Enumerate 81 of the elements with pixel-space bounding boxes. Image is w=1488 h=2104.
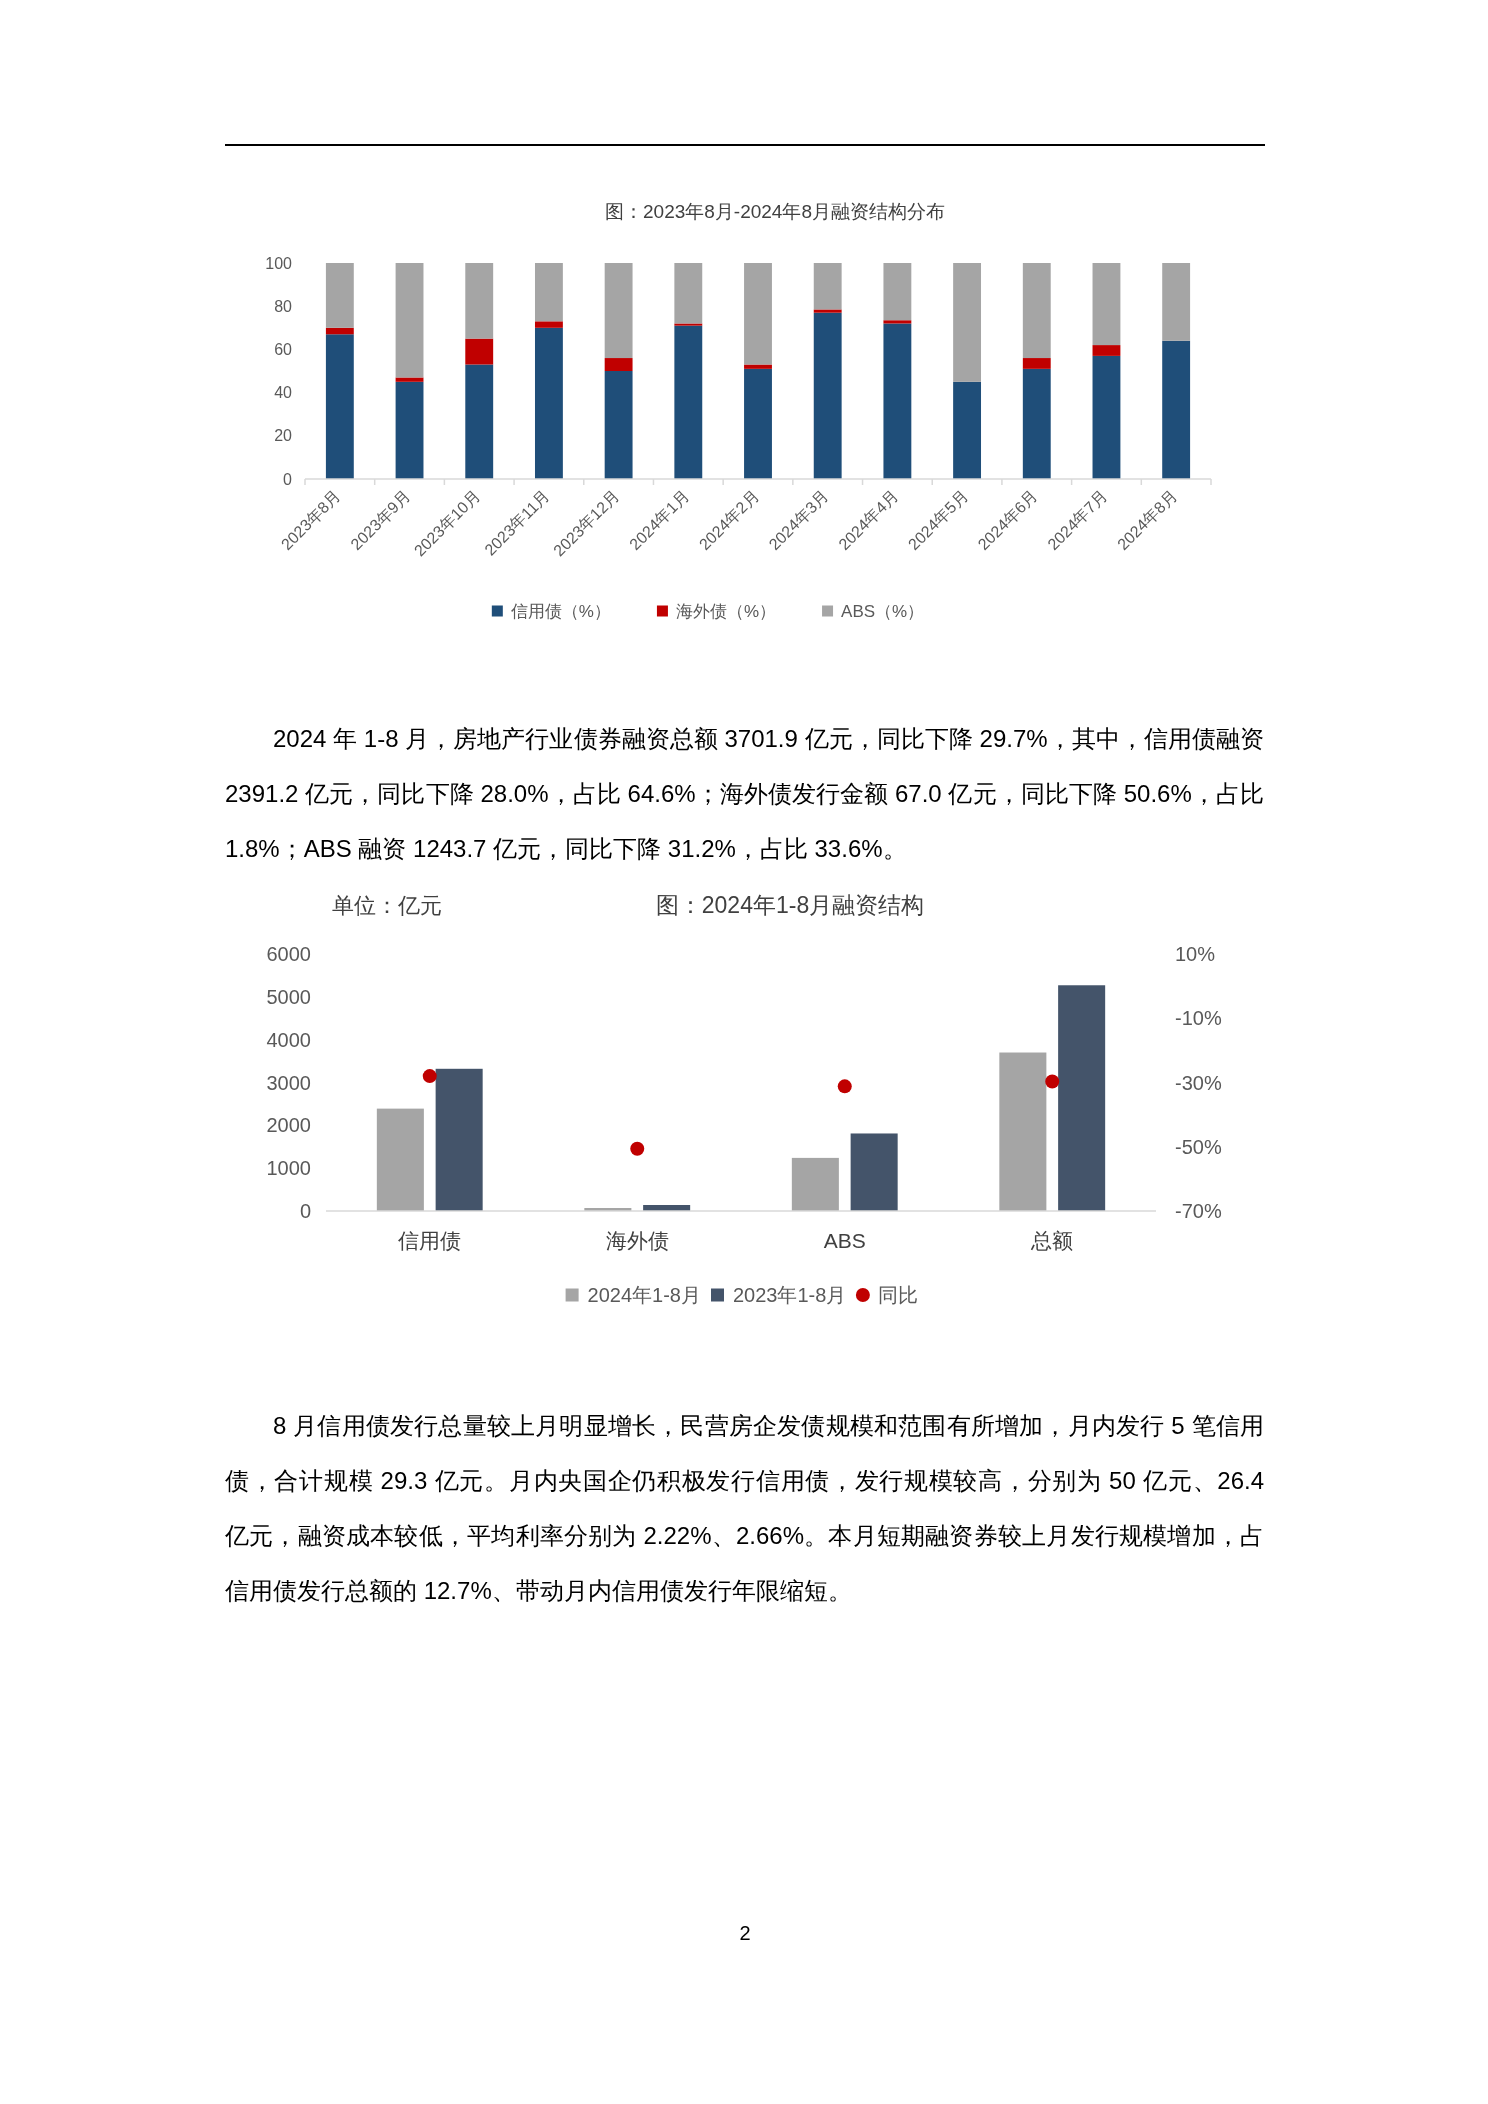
bar: [465, 364, 494, 479]
y2-tick-label: -30%: [1175, 1071, 1222, 1094]
x-tick-label: ABS: [823, 1228, 866, 1252]
bar: [813, 312, 842, 479]
y-tick-label: 1000: [266, 1157, 311, 1180]
y-tick-label: 20: [274, 427, 293, 445]
legend-label: 海外债（%）: [675, 601, 777, 621]
y-axis-title: 单位：亿元: [332, 892, 442, 918]
y2-tick-label: -50%: [1175, 1135, 1222, 1158]
legend-label: 同比: [878, 1284, 919, 1306]
legend-label: 2024年1-8月: [587, 1284, 702, 1306]
bar: [1162, 340, 1191, 479]
bar: [1092, 355, 1121, 479]
bar: [674, 323, 703, 326]
y-tick-label: 6000: [266, 943, 311, 965]
legend-label: ABS（%）: [841, 601, 925, 621]
bar: [395, 377, 424, 382]
bar: [883, 263, 912, 321]
bar: [674, 263, 703, 324]
point: [422, 1069, 437, 1084]
y-tick-label: 40: [274, 384, 293, 402]
bar: [953, 263, 982, 382]
y-tick-label: 2000: [266, 1114, 311, 1137]
bar: [395, 381, 424, 479]
point: [837, 1079, 852, 1094]
x-tick-label: 海外债: [605, 1228, 669, 1252]
bar: [376, 1108, 424, 1211]
bar: [953, 381, 982, 479]
text: 2: [739, 1922, 751, 1944]
bar: [813, 309, 842, 313]
y-tick-label: 4000: [266, 1028, 311, 1051]
bar: [1092, 345, 1121, 356]
y-tick-label: 3000: [266, 1071, 311, 1094]
bar: [744, 263, 772, 365]
bar: [604, 358, 633, 371]
y-tick-label: 0: [299, 1200, 311, 1222]
x-tick-label: 信用债: [398, 1228, 462, 1252]
bar: [744, 364, 772, 369]
bar: [1092, 263, 1121, 346]
bar: [534, 327, 563, 479]
bar: [325, 334, 354, 479]
x-tick-label: 总额: [1030, 1228, 1074, 1252]
y-tick-label: 0: [283, 470, 293, 488]
chart-title: 图：2023年8月-2024年8月融资结构分布: [605, 200, 945, 222]
bar: [1022, 358, 1051, 369]
bar: [534, 263, 563, 322]
bar: [604, 371, 633, 479]
bar: [813, 263, 842, 310]
y-tick-label: 60: [274, 340, 293, 358]
y2-tick-label: 10%: [1175, 943, 1216, 965]
bar: [883, 320, 912, 324]
bar: [1022, 263, 1051, 359]
point: [1045, 1074, 1060, 1089]
bar: [395, 263, 424, 378]
bar: [435, 1068, 483, 1211]
bar: [1058, 985, 1106, 1211]
y2-tick-label: -10%: [1175, 1007, 1222, 1030]
bar: [604, 263, 633, 359]
text: 2024 年 1-8 月，房地产行业债券融资总额 3701.9 亿元，同比下降 29.7%，其中，信用债融资 2391.2 亿元，同比下降 28.0%，占比 64.6%；海外债发行金额 67.0 亿元，同比下降 50.6%，占比 1.8%；ABS 融资 1243.7 亿元，同比下降 31.2%，占比 33.6%。: [225, 724, 1264, 864]
bar: [1022, 368, 1051, 479]
bar: [674, 325, 703, 479]
bar: [325, 263, 354, 328]
text: 8 月信用债发行总量较上月明显增长，民营房企发债规模和范围有所增加，月内发行 5 笔信用债，合计规模 29.3 亿元。月内央国企仍积极发行信用债，发行规模较高，分别为 50 亿元、26.4 亿元，融资成本较低，平均利率分别为 2.22%、2.66%。本月短期融资券较上月发行规模增加，占信用债发行总额的 12.7%、带动月内信用债发行年限缩短。: [225, 1411, 1264, 1606]
bar: [1162, 263, 1191, 341]
bar: [325, 327, 354, 335]
bar: [999, 1052, 1047, 1211]
point: [630, 1141, 645, 1156]
bar: [744, 368, 772, 479]
bar: [534, 321, 563, 328]
bar: [465, 263, 494, 339]
bar: [883, 323, 912, 479]
y-tick-label: 100: [265, 254, 293, 272]
y-tick-label: 80: [274, 297, 293, 315]
bar: [850, 1133, 898, 1211]
legend-label: 2023年1-8月: [733, 1284, 847, 1306]
y2-tick-label: -70%: [1175, 1200, 1222, 1222]
y-tick-label: 5000: [266, 985, 311, 1008]
bar: [791, 1157, 839, 1211]
chart-title: 图：2024年1-8月融资结构: [655, 892, 925, 918]
legend-label: 信用债（%）: [510, 601, 611, 621]
bar: [465, 338, 494, 365]
